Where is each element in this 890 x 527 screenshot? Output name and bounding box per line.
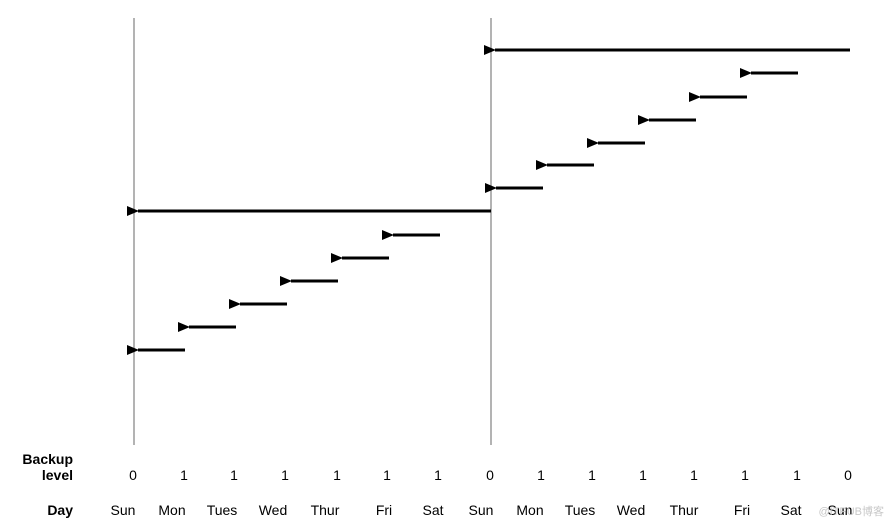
level-cell: 0 — [486, 467, 494, 483]
level-cell: 1 — [588, 467, 596, 483]
day-cell: Tues — [206, 502, 238, 518]
day-cell: Sat — [422, 502, 444, 518]
day-cell: Sun — [110, 502, 136, 518]
level-cell: 1 — [333, 467, 341, 483]
day-cell: Mon — [516, 502, 544, 518]
day-cell: Sun — [827, 502, 853, 518]
day-cell: Sun — [468, 502, 494, 518]
level-cell: 0 — [844, 467, 852, 483]
day-cell: Fri — [733, 502, 751, 518]
day-cell: Thur — [669, 502, 699, 518]
day-cell: Wed — [616, 502, 646, 518]
day-cell: Wed — [258, 502, 288, 518]
level-cell: 1 — [230, 467, 238, 483]
watermark: @ITPUB博客 — [818, 506, 884, 518]
level-cell: 1 — [383, 467, 391, 483]
day-cell: Sat — [780, 502, 802, 518]
level-cell: 1 — [281, 467, 289, 483]
day-cell: Thur — [310, 502, 340, 518]
backup-level-label: Backup level — [10, 451, 73, 483]
level-cell: 0 — [129, 467, 137, 483]
day-label: Day — [47, 502, 73, 518]
backup-level-label-line2: level — [41, 467, 73, 483]
level-cell: 1 — [741, 467, 749, 483]
level-cell: 1 — [639, 467, 647, 483]
level-cell: 1 — [434, 467, 442, 483]
level-cell: 1 — [537, 467, 545, 483]
day-cell: Tues — [564, 502, 596, 518]
level-cell: 1 — [690, 467, 698, 483]
day-cell: Mon — [158, 502, 186, 518]
level-cell: 1 — [180, 467, 188, 483]
level-cell: 1 — [793, 467, 801, 483]
backup-level-label-line1: Backup — [22, 451, 73, 467]
day-cell: Fri — [375, 502, 393, 518]
